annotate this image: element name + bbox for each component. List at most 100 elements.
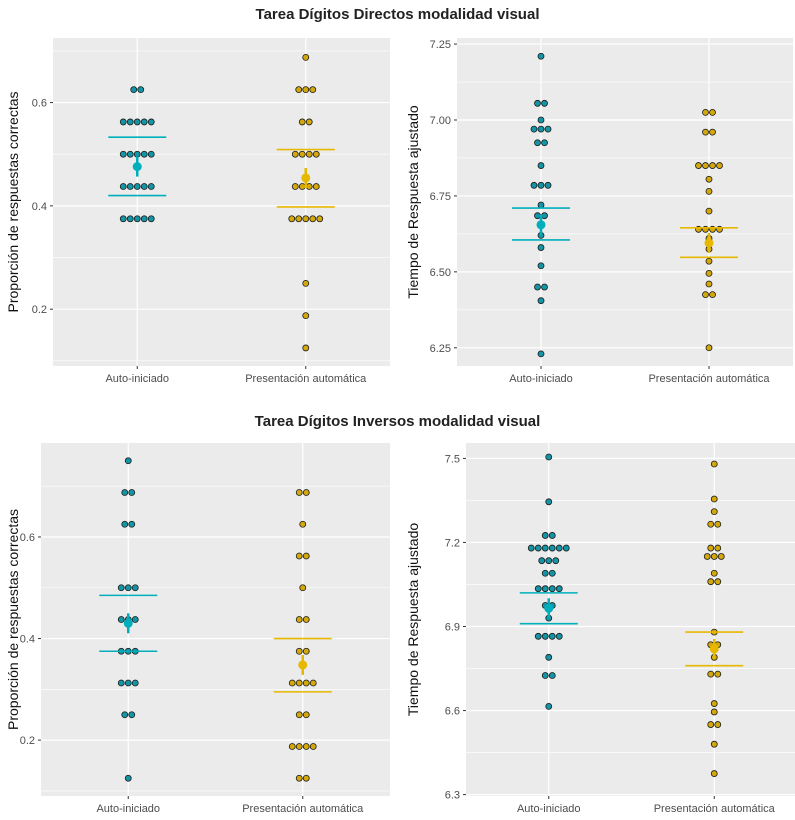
data-point xyxy=(309,679,317,687)
data-point xyxy=(147,183,155,190)
data-point xyxy=(131,584,139,592)
data-point xyxy=(309,86,317,94)
data-point xyxy=(147,118,155,126)
chart-panel-directos-proporcion: 0.2 0.4 0.6 Auto-iniciado Presentación autom… xyxy=(5,38,390,385)
data-point xyxy=(117,616,125,623)
data-point xyxy=(555,544,563,552)
data-point xyxy=(302,86,310,94)
plot-background xyxy=(53,38,390,366)
mean-point xyxy=(704,238,714,248)
data-point xyxy=(710,708,718,716)
chart-panel-directos-tiempo: 6.25 6.50 6.75 7.00 7.25 Auto-iniciado Present… xyxy=(405,38,793,385)
data-point xyxy=(710,569,718,577)
data-point xyxy=(147,150,155,158)
data-point xyxy=(710,460,718,468)
data-point xyxy=(710,495,718,503)
data-point xyxy=(709,291,716,299)
data-point xyxy=(545,498,553,506)
mean-point xyxy=(544,603,554,613)
data-point xyxy=(131,679,139,687)
data-point xyxy=(710,508,718,516)
data-point xyxy=(537,201,545,209)
data-point xyxy=(537,181,545,189)
data-point xyxy=(305,118,313,126)
data-point xyxy=(124,584,132,592)
data-point xyxy=(534,99,541,107)
data-point xyxy=(705,269,713,277)
data-point xyxy=(707,520,715,528)
data-point xyxy=(709,128,716,136)
x-tick-label: Presentación automática xyxy=(242,803,364,815)
plot-background xyxy=(41,443,390,796)
data-point xyxy=(705,344,713,352)
data-point xyxy=(124,457,132,465)
data-point xyxy=(288,215,296,223)
data-point xyxy=(705,280,713,288)
data-point xyxy=(714,670,722,678)
y-tick-label: 6.9 xyxy=(445,622,460,634)
data-point xyxy=(555,585,563,593)
y-tick-label: 6.6 xyxy=(445,706,460,718)
data-point xyxy=(302,279,310,287)
data-point xyxy=(295,743,303,750)
data-point xyxy=(707,544,715,552)
data-point xyxy=(548,544,556,552)
data-point xyxy=(710,700,718,707)
data-point xyxy=(130,86,138,94)
mean-point xyxy=(536,220,546,230)
data-point xyxy=(302,616,310,623)
data-point xyxy=(541,569,549,577)
data-point xyxy=(541,532,549,539)
mean-point xyxy=(298,660,308,670)
data-point xyxy=(703,553,711,560)
data-point xyxy=(121,711,129,719)
data-point xyxy=(705,175,713,183)
data-point xyxy=(537,52,545,60)
data-point xyxy=(714,578,722,586)
data-point xyxy=(137,86,145,94)
data-point xyxy=(707,721,715,728)
data-point xyxy=(305,150,313,158)
data-point xyxy=(548,672,556,679)
data-point xyxy=(541,212,548,220)
data-point xyxy=(714,544,722,552)
y-tick-label: 6.50 xyxy=(430,267,451,279)
data-point xyxy=(541,585,549,593)
data-point xyxy=(544,181,552,189)
y-tick-label: 6.3 xyxy=(445,790,460,802)
data-point xyxy=(541,99,548,107)
data-point xyxy=(133,150,141,158)
data-point xyxy=(126,215,134,223)
data-point xyxy=(705,207,713,215)
data-point xyxy=(555,632,563,640)
data-point xyxy=(121,489,129,496)
data-point xyxy=(537,350,545,358)
data-point xyxy=(302,552,310,560)
data-point xyxy=(302,489,310,496)
data-point xyxy=(121,520,129,528)
data-point xyxy=(295,774,303,782)
data-point xyxy=(541,139,548,147)
data-point xyxy=(298,150,306,158)
data-point xyxy=(295,215,303,223)
y-tick-label: 0.2 xyxy=(20,735,35,747)
data-point xyxy=(702,109,709,116)
mean-point xyxy=(123,618,133,628)
data-point xyxy=(309,743,317,750)
data-point xyxy=(545,653,553,661)
data-point xyxy=(541,283,548,291)
data-point xyxy=(312,150,320,158)
data-point xyxy=(133,215,141,223)
data-point xyxy=(295,86,303,94)
plot-background xyxy=(457,38,793,366)
data-point xyxy=(126,183,134,190)
data-point xyxy=(299,520,307,528)
data-point xyxy=(548,569,556,577)
data-point xyxy=(717,553,725,560)
data-point xyxy=(126,150,134,158)
y-tick-label: 0.6 xyxy=(32,98,47,110)
y-tick-label: 6.75 xyxy=(430,191,451,203)
data-point xyxy=(126,118,134,126)
data-point xyxy=(548,585,556,593)
x-tick-label: Presentación automática xyxy=(654,803,776,815)
